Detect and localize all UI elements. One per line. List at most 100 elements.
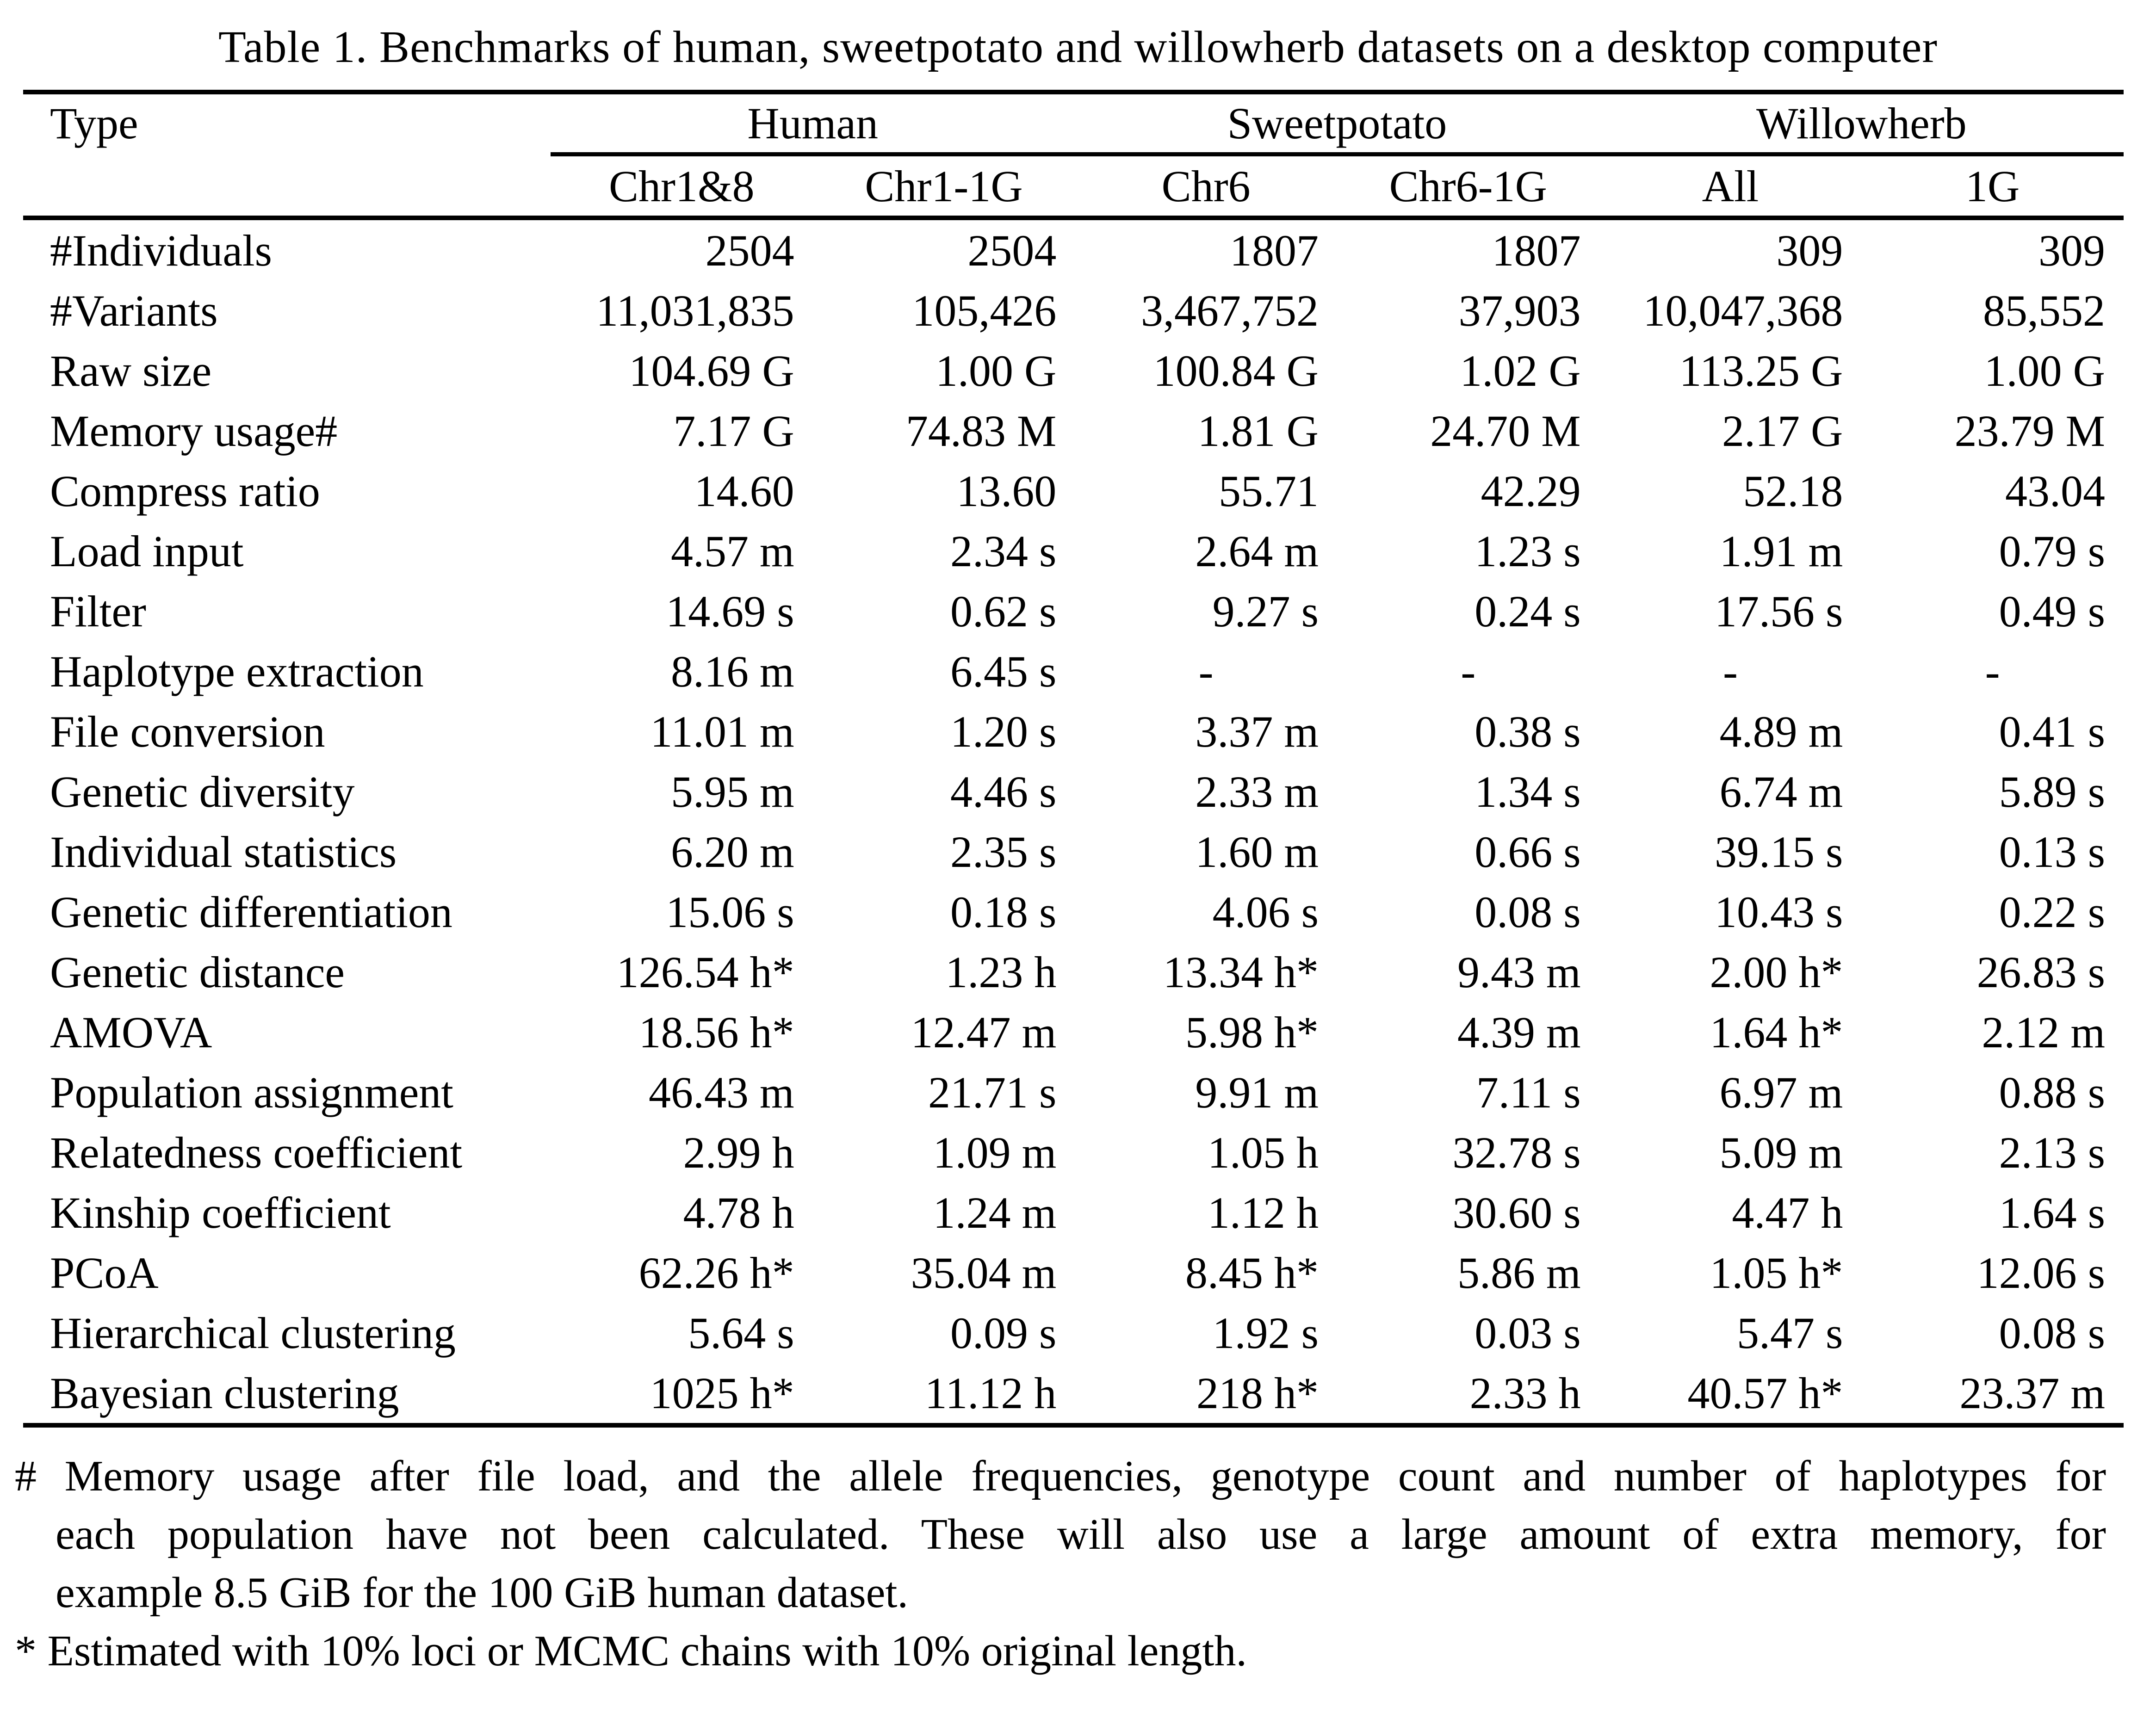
- cell-value: 4.39 m: [1457, 1007, 1581, 1057]
- cell-value: 0.66 s: [1475, 827, 1581, 877]
- cell-value: 39.15 s: [1714, 827, 1843, 877]
- table-row: AMOVA 18.56 h* 12.47 m 5.98 h* 4.39 m 1.64 h*…: [23, 1002, 2124, 1062]
- cell-value: 9.43 m: [1457, 947, 1581, 997]
- cell-value: 2.33 h: [1469, 1368, 1581, 1418]
- column-header-chr6-1g: Chr6-1G: [1389, 161, 1547, 211]
- cell-value: 2.35 s: [950, 827, 1057, 877]
- cell-value: 2.17 G: [1722, 406, 1843, 456]
- cell-value: 5.95 m: [670, 767, 794, 816]
- cell-value: 1.34 s: [1475, 767, 1581, 816]
- table-row: Bayesian clustering 1025 h* 11.12 h 218 h* 2…: [23, 1363, 2124, 1423]
- table-row: Compress ratio 14.60 13.60 55.71 42.29 52.18 4…: [23, 461, 2124, 521]
- cell-value: 1.23 h: [945, 947, 1057, 997]
- table-row: Kinship coefficient 4.78 h 1.24 m 1.12 h 30.…: [23, 1182, 2124, 1243]
- rule-top: [23, 90, 2124, 94]
- cell-value: 5.98 h*: [1185, 1007, 1319, 1057]
- cell-value: 55.71: [1219, 466, 1319, 516]
- table-row: #Variants 11,031,835 105,426 3,467,752 37,90…: [23, 280, 2124, 340]
- cell-value: 15.06 s: [666, 887, 794, 937]
- column-header-row: Chr1&8 Chr1-1G Chr6 Chr6-1G All 1G: [23, 156, 2124, 216]
- cell-value: 0.09 s: [950, 1308, 1057, 1358]
- cell-value: 46.43 m: [648, 1067, 794, 1117]
- table-row: Load input 4.57 m 2.34 s 2.64 m 1.23 s 1.91 m…: [23, 521, 2124, 581]
- row-label: Memory usage#: [50, 406, 338, 456]
- table-row: Population assignment 46.43 m 21.71 s 9.91 …: [23, 1062, 2124, 1122]
- cell-value: 2.33 m: [1195, 767, 1319, 816]
- cell-value: 26.83 s: [1976, 947, 2105, 997]
- cell-value: 1.20 s: [950, 706, 1057, 756]
- table-row: Raw size 104.69 G 1.00 G 100.84 G 1.02 G 113.…: [23, 340, 2124, 401]
- footnote-hash-line-2: each population have not been calculated…: [56, 1510, 2106, 1558]
- cell-value: 113.25 G: [1679, 346, 1843, 396]
- row-label: Kinship coefficient: [50, 1187, 391, 1237]
- cell-value: 6.20 m: [670, 827, 794, 877]
- cell-value: 13.34 h*: [1163, 947, 1319, 997]
- table-row: #Individuals 2504 2504 1807 1807 309 309: [23, 220, 2124, 280]
- cell-value: -: [1461, 646, 1476, 696]
- row-label: AMOVA: [50, 1007, 212, 1057]
- cell-value: 309: [2038, 225, 2105, 275]
- cell-value: 37,903: [1458, 285, 1581, 335]
- cell-value: 2.99 h: [683, 1127, 794, 1177]
- cell-value: 9.91 m: [1195, 1067, 1319, 1117]
- cell-value: 0.41 s: [1999, 706, 2105, 756]
- cell-value: 85,552: [1983, 285, 2105, 335]
- cell-value: 6.74 m: [1719, 767, 1843, 816]
- row-label: PCoA: [50, 1248, 159, 1298]
- cell-value: 0.22 s: [1999, 887, 2105, 937]
- cell-value: 40.57 h*: [1687, 1368, 1843, 1418]
- cell-value: 3,467,752: [1141, 285, 1319, 335]
- cell-value: 2.34 s: [950, 526, 1057, 576]
- footnotes: # Memory usage after file load, and the …: [15, 1447, 2106, 1680]
- row-label: Bayesian clustering: [50, 1368, 399, 1418]
- group-header-sweetpotato: Sweetpotato: [1227, 99, 1447, 148]
- cell-value: 218 h*: [1196, 1368, 1319, 1418]
- cell-value: 14.60: [694, 466, 794, 516]
- rule-under-column-headers: [23, 216, 2124, 220]
- cell-value: 1.05 h*: [1710, 1248, 1843, 1298]
- cell-value: 105,426: [912, 285, 1057, 335]
- cell-value: 0.62 s: [950, 586, 1057, 636]
- cell-value: -: [1985, 646, 2000, 696]
- cell-value: 42.29: [1481, 466, 1581, 516]
- column-header-all: All: [1702, 161, 1759, 211]
- table-row: File conversion 11.01 m 1.20 s 3.37 m 0.38 s…: [23, 701, 2124, 761]
- benchmark-table: Type Human Sweetpotato Willowherb Chr1&8…: [23, 90, 2124, 1428]
- footnote-hash-line-1: # Memory usage after file load, and the …: [15, 1452, 2106, 1500]
- cell-value: 8.45 h*: [1185, 1248, 1319, 1298]
- cell-value: 7.17 G: [673, 406, 794, 456]
- column-header-chr1and8: Chr1&8: [608, 161, 755, 211]
- cell-value: 10.43 s: [1714, 887, 1843, 937]
- cell-value: 13.60: [956, 466, 1057, 516]
- cell-value: 21.71 s: [928, 1067, 1057, 1117]
- group-header-row: Type Human Sweetpotato Willowherb: [23, 94, 2124, 152]
- cell-value: 1.24 m: [933, 1187, 1057, 1237]
- cell-value: 3.37 m: [1195, 706, 1319, 756]
- row-label: Individual statistics: [50, 827, 397, 877]
- row-label: Raw size: [50, 346, 212, 396]
- cell-value: 6.97 m: [1719, 1067, 1843, 1117]
- group-header-willowherb: Willowherb: [1756, 99, 1967, 148]
- cell-value: 32.78 s: [1452, 1127, 1581, 1177]
- cell-value: 2.13 s: [1999, 1127, 2105, 1177]
- column-header-chr1-1g: Chr1-1G: [865, 161, 1023, 211]
- table-row: Haplotype extraction 8.16 m 6.45 s - - - -: [23, 641, 2124, 701]
- row-label: Relatedness coefficient: [50, 1127, 463, 1177]
- row-label: Hierarchical clustering: [50, 1308, 456, 1358]
- cell-value: 2.64 m: [1195, 526, 1319, 576]
- cell-value: 104.69 G: [629, 346, 794, 396]
- column-header-1g: 1G: [1965, 161, 2020, 211]
- cell-value: 1.12 h: [1208, 1187, 1319, 1237]
- row-label: Compress ratio: [50, 466, 320, 516]
- cell-value: 1.81 G: [1197, 406, 1319, 456]
- cell-value: 4.57 m: [670, 526, 794, 576]
- cell-value: 5.64 s: [688, 1308, 794, 1358]
- table-row: Individual statistics 6.20 m 2.35 s 1.60 m 0…: [23, 822, 2124, 882]
- cell-value: 4.47 h: [1732, 1187, 1843, 1237]
- cell-value: 4.89 m: [1719, 706, 1843, 756]
- table-row: Genetic distance 126.54 h* 1.23 h 13.34 h* 9…: [23, 942, 2124, 1002]
- cell-value: 11,031,835: [596, 285, 794, 335]
- row-label: Genetic differentiation: [50, 887, 452, 937]
- cell-value: 23.79 M: [1954, 406, 2105, 456]
- cell-value: 1.05 h: [1208, 1127, 1319, 1177]
